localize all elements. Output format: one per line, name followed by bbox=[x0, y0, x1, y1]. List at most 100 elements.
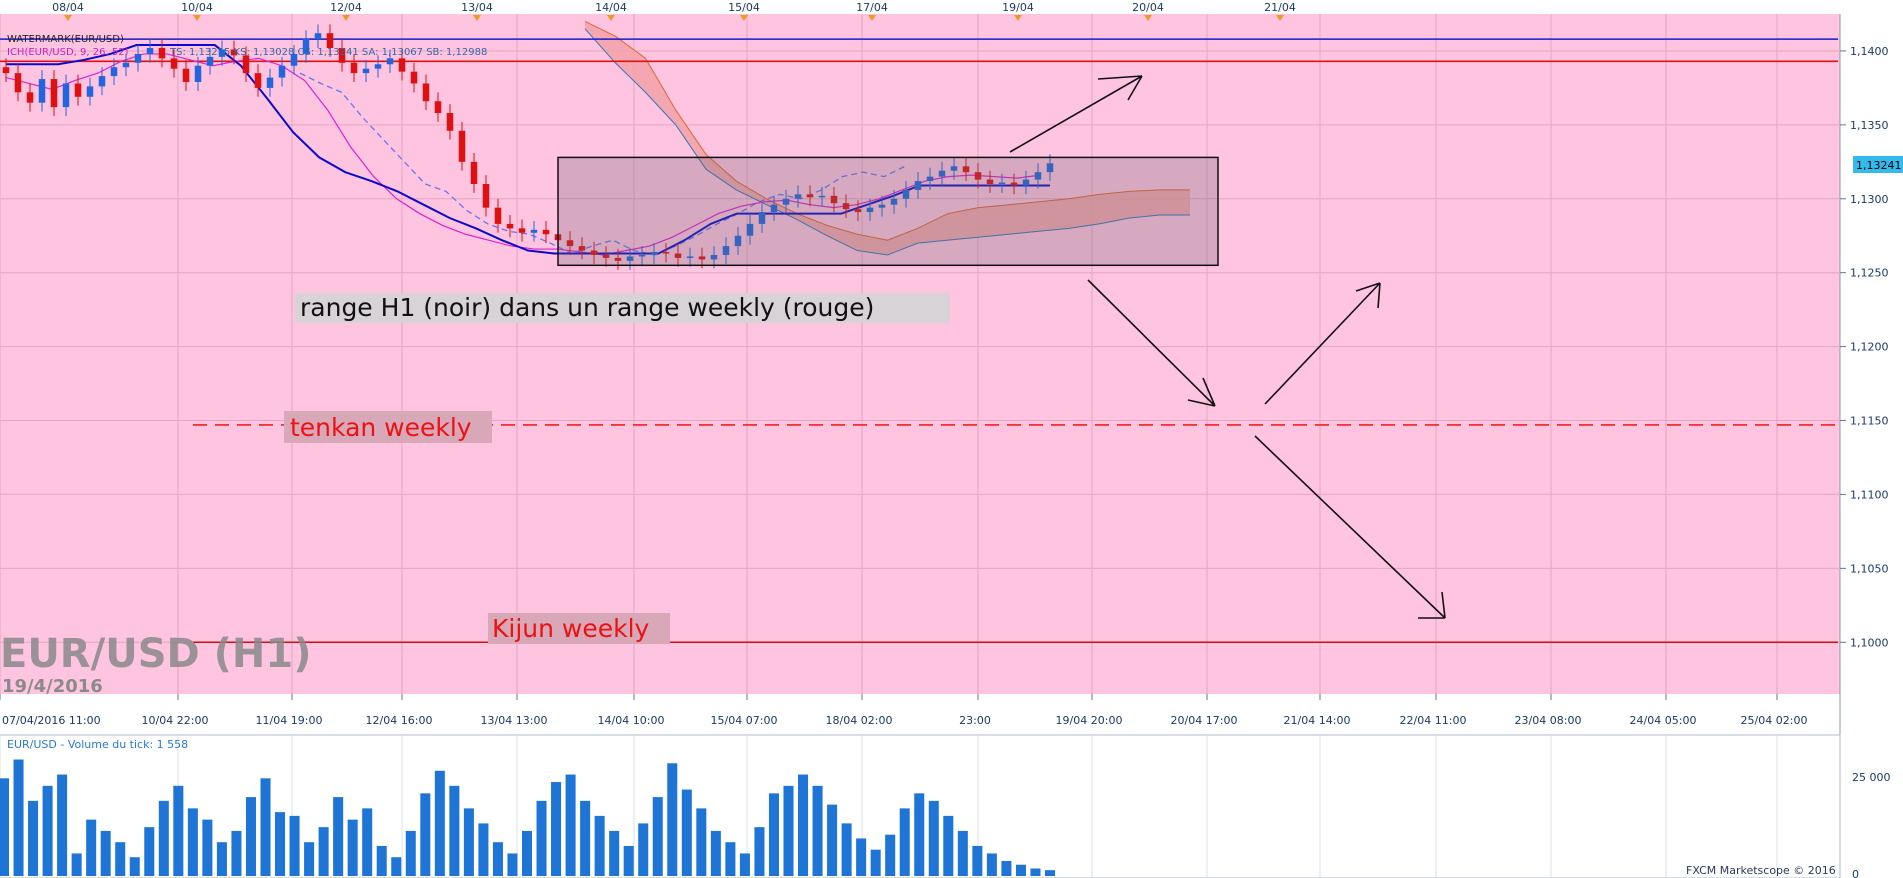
volume-bar bbox=[986, 853, 997, 876]
volume-bar bbox=[144, 827, 155, 876]
candle-body bbox=[122, 62, 130, 68]
candle-body bbox=[470, 161, 478, 184]
candle-body bbox=[218, 49, 226, 57]
volume-bar bbox=[405, 830, 416, 876]
volume-bar bbox=[667, 763, 678, 876]
top-date-label: 13/04 bbox=[461, 1, 493, 14]
top-date-label: 15/04 bbox=[728, 1, 760, 14]
volume-bar bbox=[158, 800, 169, 876]
candle-body bbox=[482, 184, 490, 208]
candle-body bbox=[98, 76, 106, 87]
forecast-arrows bbox=[1009, 75, 1446, 619]
candle-body bbox=[146, 48, 154, 54]
volume-bar bbox=[725, 842, 736, 876]
volume-bar bbox=[420, 793, 431, 876]
time-tick-label: 11/04 19:00 bbox=[256, 714, 323, 727]
volume-bar bbox=[173, 785, 184, 876]
volume-bar bbox=[57, 774, 68, 876]
candle-body bbox=[626, 256, 634, 261]
volume-bar bbox=[870, 849, 881, 876]
candle-body bbox=[782, 198, 790, 205]
top-date-label: 08/04 bbox=[52, 1, 84, 14]
candle-body bbox=[602, 254, 610, 258]
candle-body bbox=[1034, 172, 1042, 180]
watermark-label: WATERMARK(EUR/USD) bbox=[7, 34, 124, 45]
candle-body bbox=[698, 256, 706, 260]
volume-bar bbox=[28, 800, 39, 876]
indicator-lines bbox=[5, 44, 1050, 256]
candle-body bbox=[386, 58, 394, 65]
volume-bar bbox=[478, 823, 489, 876]
candle-body bbox=[362, 68, 370, 74]
price-tick-label: 1,1000 bbox=[1850, 636, 1889, 649]
range-label: range H1 (noir) dans un range weekly (ro… bbox=[300, 293, 874, 322]
volume-bars bbox=[0, 759, 1056, 876]
span-b-line bbox=[584, 28, 1190, 256]
volume-bar bbox=[638, 823, 649, 876]
kijun-line bbox=[6, 44, 1050, 255]
price-tick-label: 1,1200 bbox=[1850, 341, 1889, 354]
time-axis-ticks: 07/04/2016 11:00 10/04 22:00 11/04 19:00 12… bbox=[0, 694, 1807, 727]
candle-body bbox=[914, 181, 922, 190]
volume-bar bbox=[42, 785, 53, 876]
candle-body bbox=[242, 55, 250, 74]
candle-body bbox=[14, 73, 22, 93]
volume-bar bbox=[972, 845, 983, 876]
ichimoku-values-label: TS: 1,13215 KS: 1,13028 CS: 1,13241 SA: … bbox=[169, 47, 487, 58]
span-a-line bbox=[584, 20, 1190, 241]
candle-body bbox=[38, 79, 46, 103]
volume-bar bbox=[245, 797, 256, 876]
top-date-label: 20/04 bbox=[1132, 1, 1164, 14]
candle-body bbox=[2, 67, 10, 74]
credit: FXCM Marketscope © 2016 bbox=[1686, 864, 1836, 877]
current-price-marker-bg bbox=[1853, 156, 1903, 173]
candle-body bbox=[854, 209, 862, 213]
volume-bar bbox=[914, 793, 925, 876]
volume-bar bbox=[739, 853, 750, 876]
volume-bar bbox=[899, 808, 910, 876]
volume-bar bbox=[798, 774, 809, 876]
ichimoku-params-label: ICH(EUR/USD, 9, 26, 52) bbox=[7, 47, 129, 58]
volume-bar bbox=[376, 845, 387, 876]
ichimoku-cloud bbox=[584, 20, 1190, 256]
volume-bar bbox=[362, 808, 373, 876]
volume-tick-high: 25 000 bbox=[1852, 771, 1891, 784]
candle-body bbox=[902, 189, 910, 199]
candle-body bbox=[578, 246, 586, 251]
top-date-strip bbox=[0, 0, 1903, 14]
candle-body bbox=[938, 170, 946, 177]
volume-bar bbox=[289, 815, 300, 876]
top-date-marker bbox=[64, 15, 72, 21]
top-date-label: 19/04 bbox=[1002, 1, 1034, 14]
tenkan-label-bg bbox=[284, 411, 492, 443]
top-date-marker bbox=[1014, 15, 1022, 21]
candle-body bbox=[950, 166, 958, 171]
time-axis-strip bbox=[0, 694, 1840, 728]
arrow-bounce-up bbox=[1264, 282, 1381, 405]
volume-bar bbox=[449, 785, 460, 876]
range-label-bg bbox=[295, 293, 950, 323]
volume-tick-zero: 0 bbox=[1852, 868, 1859, 878]
top-date-marker bbox=[607, 15, 615, 21]
candle-body bbox=[662, 252, 670, 254]
time-tick-label: 25/04 02:00 bbox=[1741, 714, 1808, 727]
candle-body bbox=[206, 56, 214, 66]
volume-bar bbox=[1030, 868, 1041, 876]
time-tick-label: 13/04 13:00 bbox=[481, 714, 548, 727]
arrow-up-breakout bbox=[1009, 75, 1143, 153]
time-tick-label: 07/04/2016 11:00 bbox=[2, 714, 101, 727]
candle-body bbox=[134, 53, 142, 63]
time-tick-label: 23:00 bbox=[959, 714, 991, 727]
volume-bar bbox=[202, 819, 213, 876]
top-date-marker bbox=[342, 15, 350, 21]
candle-body bbox=[770, 204, 778, 213]
candle-body bbox=[350, 62, 358, 74]
candle-body bbox=[446, 113, 454, 131]
volume-bar bbox=[129, 857, 140, 876]
chikou-line bbox=[299, 72, 906, 256]
top-date-marker bbox=[1144, 15, 1152, 21]
volume-bar bbox=[710, 830, 721, 876]
candle-body bbox=[1010, 182, 1018, 186]
candle-body bbox=[86, 86, 94, 97]
